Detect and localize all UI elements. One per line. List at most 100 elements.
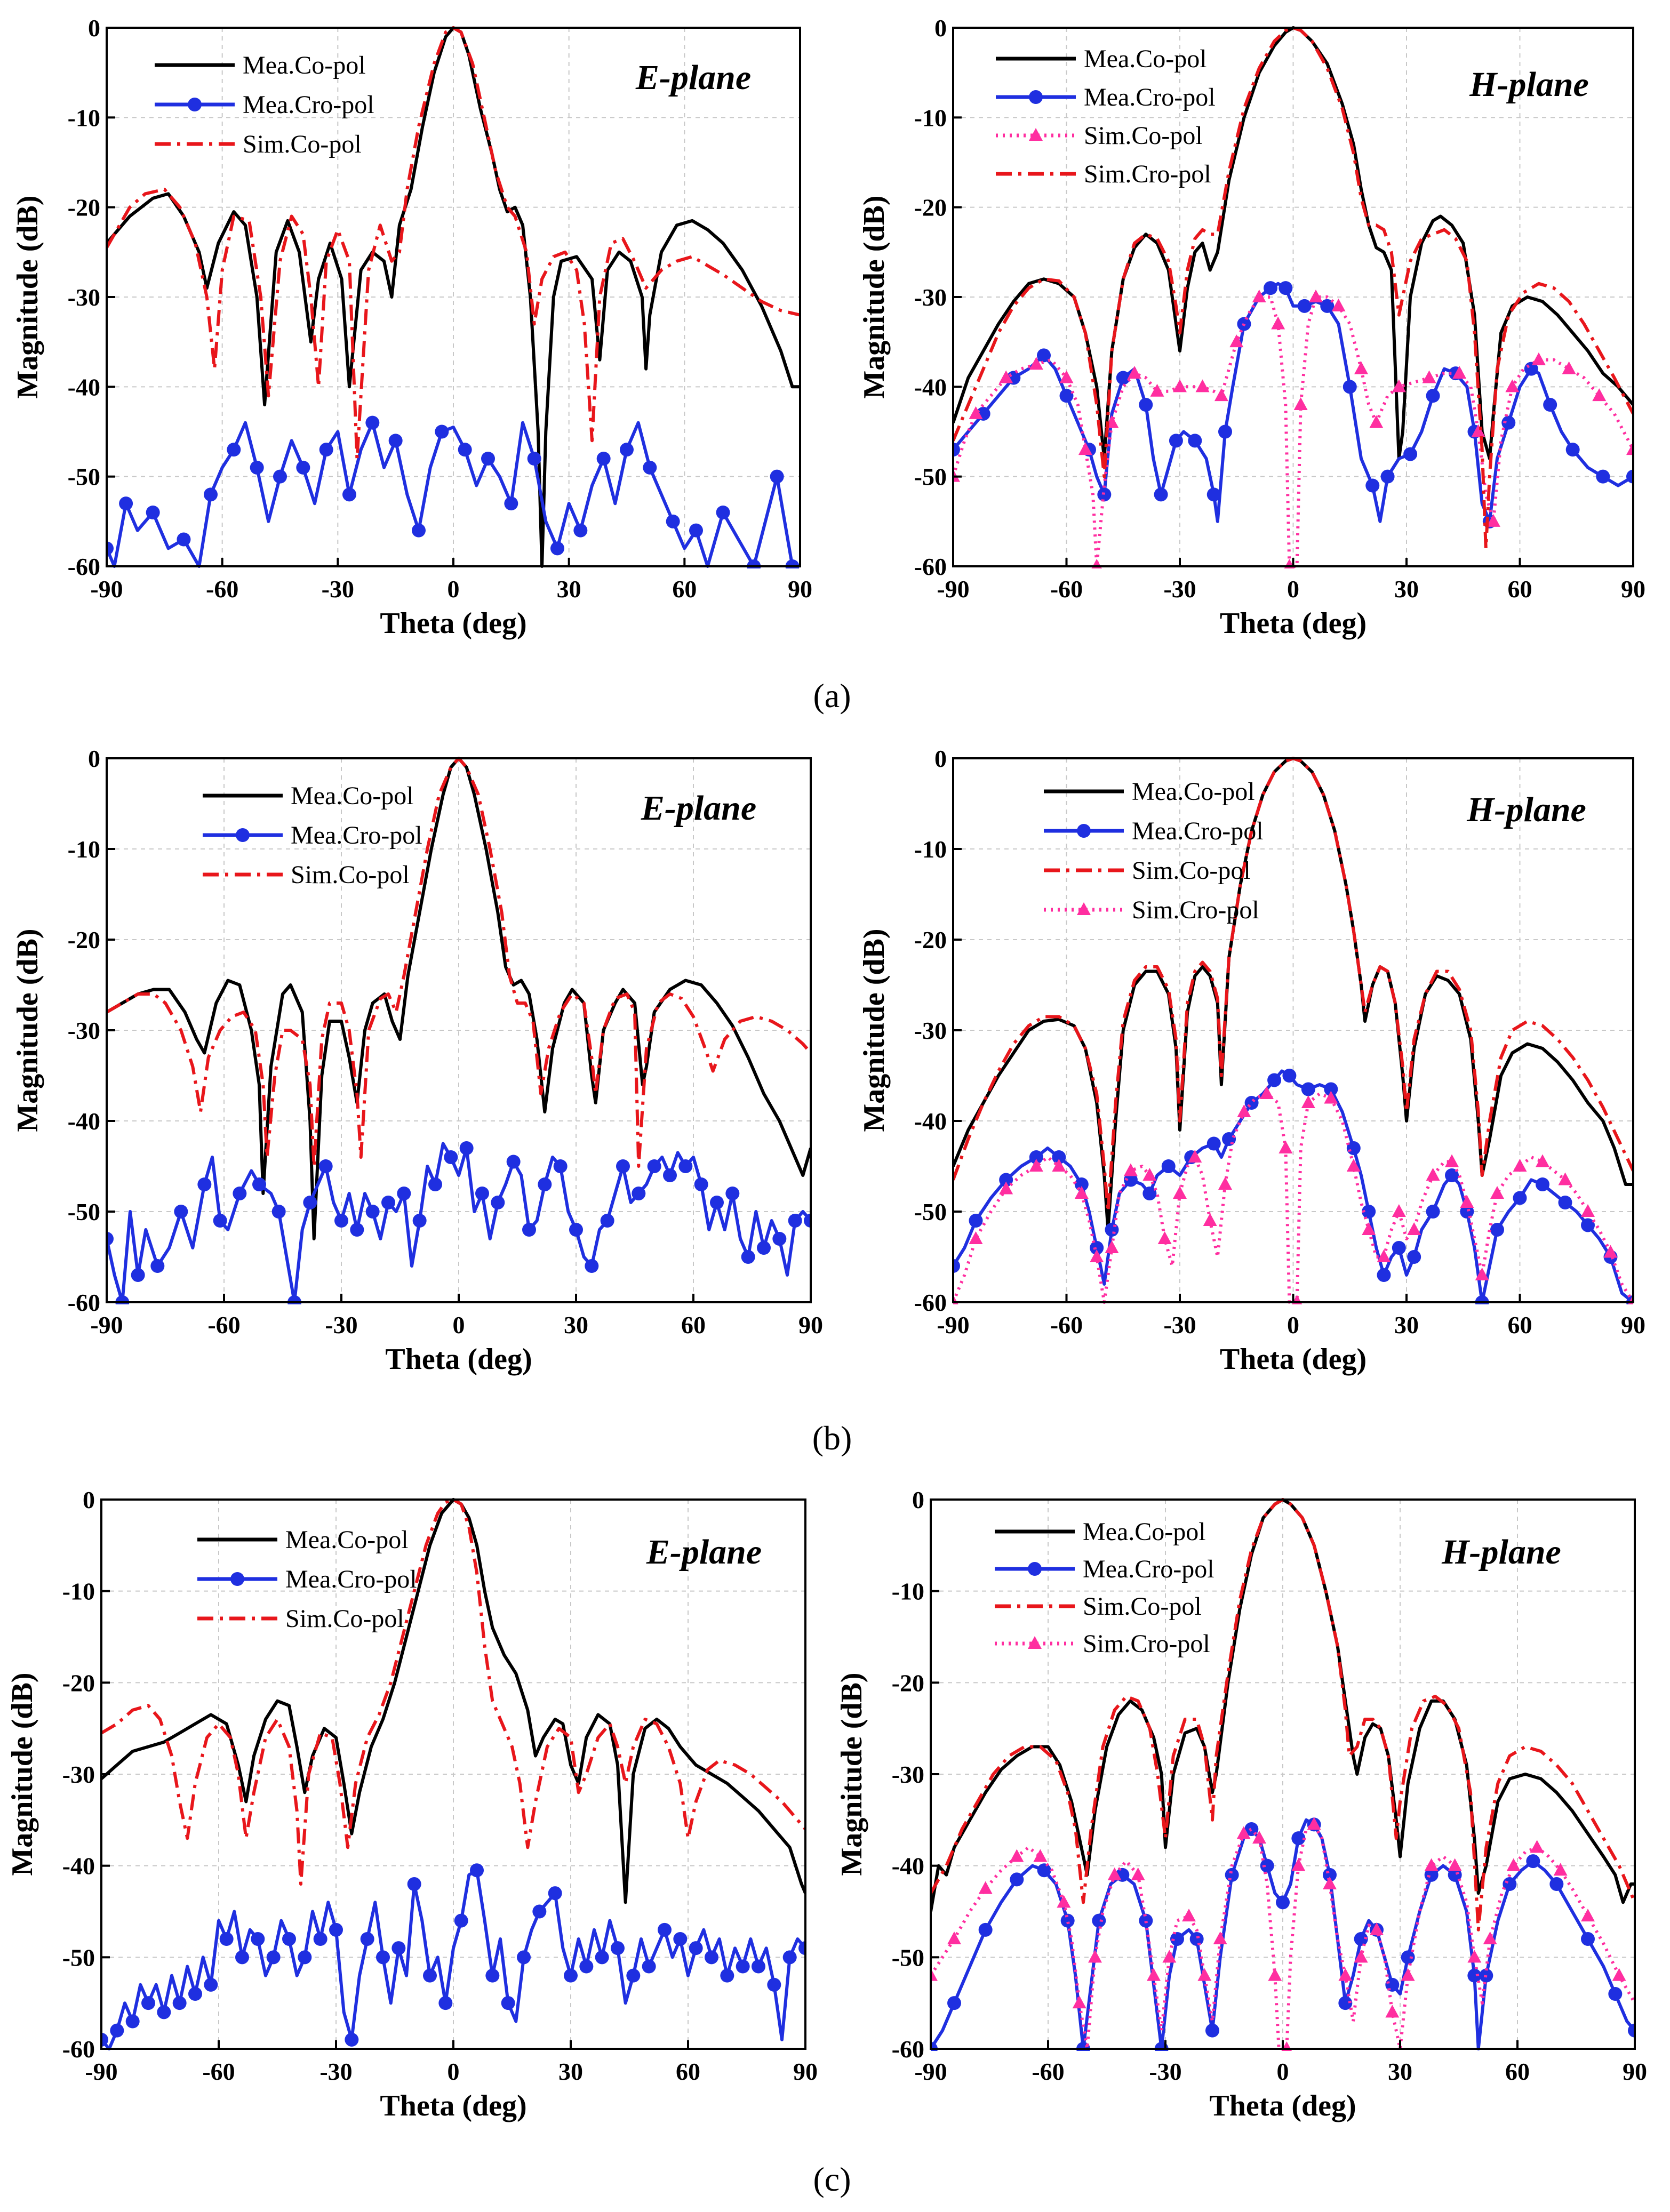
data-point-marker (188, 1987, 202, 2001)
data-point-marker (595, 1950, 609, 1965)
data-point-marker (313, 1932, 327, 1946)
data-point-marker (1037, 348, 1051, 363)
data-point-marker (485, 1968, 500, 1983)
data-point-marker (1392, 1204, 1406, 1217)
data-point-marker (716, 506, 730, 519)
x-tick-label: 0 (453, 1311, 465, 1339)
data-point-marker (1467, 1950, 1482, 1963)
data-point-marker (1260, 1858, 1274, 1873)
data-point-marker (1490, 1186, 1504, 1199)
data-point-marker (947, 1996, 961, 2010)
y-axis-label: Magnitude (dB) (11, 928, 44, 1132)
y-tick-label: -60 (68, 553, 100, 580)
data-point-marker (752, 1959, 765, 1974)
legend-label: Sim.Cro-pol (1083, 1630, 1210, 1658)
x-tick-label: 60 (676, 2058, 700, 2085)
data-point-marker (620, 443, 634, 457)
series-line (931, 1498, 1635, 1932)
data-point-marker (1392, 1241, 1406, 1255)
y-tick-label: 0 (88, 14, 100, 42)
data-point-marker (342, 487, 356, 502)
y-tick-label: 0 (83, 1486, 95, 1513)
data-point-marker (1608, 1987, 1623, 2001)
legend-label: Mea.Co-pol (1083, 1518, 1206, 1546)
series-sim-co-pol (931, 1498, 1635, 1932)
data-point-marker (643, 460, 657, 475)
data-point-marker (999, 1181, 1013, 1195)
data-point-marker (1229, 334, 1244, 348)
data-point-marker (1206, 487, 1221, 502)
data-point-marker (303, 1196, 317, 1209)
series-sim-cro-pol (953, 1086, 1633, 1304)
legend: Mea.Co-pol Mea.Cro-pol Sim.Co-pol Sim.Cro-p… (996, 45, 1216, 188)
data-point-marker (642, 1959, 656, 1974)
data-point-marker (1445, 1168, 1459, 1182)
data-point-marker (798, 1941, 805, 1955)
x-tick-label: 90 (788, 575, 812, 603)
data-point-marker (235, 1950, 249, 1965)
data-point-marker (1377, 1268, 1391, 1282)
data-point-marker (1392, 379, 1406, 392)
data-point-marker (1276, 1895, 1290, 1910)
data-point-marker (177, 532, 191, 547)
data-point-marker (1603, 1245, 1618, 1258)
data-point-marker (1147, 1968, 1161, 1981)
x-tick-label: 60 (681, 1311, 706, 1339)
data-point-marker (710, 1196, 724, 1209)
y-axis-label: Magnitude (dB) (858, 195, 891, 398)
data-point-marker (782, 1950, 797, 1965)
data-point-marker (1197, 1968, 1212, 1981)
x-tick-label: -90 (937, 1311, 969, 1339)
x-tick-label: 0 (1287, 575, 1299, 603)
y-tick-label: -50 (62, 1944, 95, 1971)
legend-label: Mea.Co-pol (1084, 45, 1207, 73)
x-tick-label: -90 (914, 2058, 947, 2085)
x-tick-label: -60 (1050, 575, 1083, 603)
x-tick-label: -90 (90, 575, 123, 603)
data-point-marker (1380, 469, 1395, 484)
x-tick-label: -90 (90, 1311, 123, 1339)
x-tick-label: 30 (1394, 1311, 1419, 1339)
data-point-marker (1090, 1241, 1104, 1255)
data-point-marker (1323, 1877, 1337, 1889)
data-point-marker (569, 1223, 583, 1237)
data-point-marker (131, 1268, 145, 1282)
data-point-marker (1131, 1867, 1145, 1880)
data-point-marker (251, 1932, 265, 1946)
data-point-marker (1189, 1932, 1204, 1946)
data-point-marker (1116, 371, 1130, 385)
y-tick-label: -10 (62, 1578, 95, 1605)
legend-label: Sim.Co-pol (1083, 1592, 1202, 1621)
data-point-marker (1483, 1932, 1497, 1944)
data-point-marker (475, 1187, 489, 1200)
data-point-marker (491, 1196, 505, 1209)
x-tick-label: 0 (1287, 1311, 1299, 1339)
data-point-marker (1592, 388, 1607, 402)
data-point-marker (1558, 1196, 1572, 1209)
y-tick-label: -20 (68, 194, 100, 221)
x-axis-label: Theta (deg) (385, 1343, 532, 1376)
data-point-marker (666, 514, 680, 528)
series-sim-co-pol (107, 26, 800, 460)
data-point-marker (1346, 1141, 1361, 1155)
data-point-marker (438, 1996, 453, 2010)
data-point-marker (1291, 1831, 1306, 1846)
data-point-marker (1139, 398, 1153, 412)
data-point-marker (481, 452, 495, 466)
data-point-marker (1596, 469, 1610, 484)
data-point-marker (694, 1177, 708, 1191)
chart-svg: -90 -60 -30 0 30 60 900-10-20-30-40-50-60Theta… (858, 14, 1645, 640)
data-point-marker (1029, 1150, 1043, 1164)
legend-marker (230, 1572, 244, 1586)
series-sim-co-pol (107, 757, 811, 1168)
data-point-marker (632, 1187, 646, 1200)
plane-title: H-plane (1466, 790, 1586, 829)
legend-label: Mea.Cro-pol (285, 1565, 417, 1593)
legend-label: Sim.Cro-pol (1132, 896, 1259, 924)
data-point-marker (454, 1913, 468, 1928)
data-point-marker (1536, 1154, 1549, 1167)
x-axis-label: Theta (deg) (380, 2089, 526, 2122)
data-point-marker (1188, 434, 1202, 448)
legend-marker (1077, 902, 1091, 915)
data-point-marker (266, 1950, 281, 1965)
